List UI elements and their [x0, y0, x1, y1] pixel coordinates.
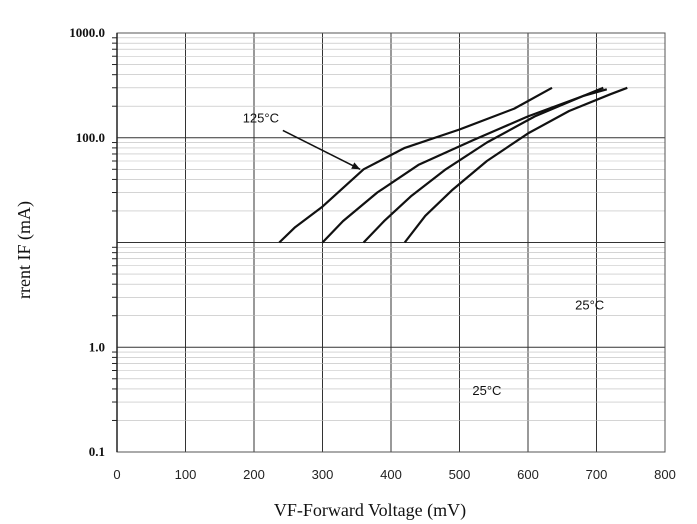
y-tick-label: 100.0: [76, 130, 105, 145]
x-tick-labels: 0 100 200 300 400 500 600 700 800: [113, 467, 675, 482]
series-lines: [278, 86, 628, 244]
y-tick-label: 0.1: [89, 444, 105, 459]
annotation-label: 25°C: [472, 383, 501, 398]
arrow-head: [351, 162, 361, 170]
annotations: 125°C 25°C 25°C: [243, 110, 604, 398]
x-tick-label: 100: [175, 467, 197, 482]
series-line-4: [403, 86, 628, 244]
x-tick-label: 500: [449, 467, 471, 482]
x-axis-title: VF-Forward Voltage (mV): [274, 500, 466, 521]
annotation-label: 125°C: [243, 110, 279, 125]
x-tick-label: 700: [586, 467, 608, 482]
x-tick-label: 400: [380, 467, 402, 482]
x-tick-label: 200: [243, 467, 265, 482]
series-line-3: [362, 88, 608, 244]
annotation-arrow: [282, 129, 361, 170]
series-line-2: [321, 86, 604, 244]
grid-lines: [112, 32, 666, 453]
x-tick-label: 600: [517, 467, 539, 482]
x-tick-label: 800: [654, 467, 676, 482]
y-tick-label: 1000.0: [69, 25, 105, 40]
x-tick-label: 0: [113, 467, 120, 482]
y-tick-label: 1.0: [89, 339, 105, 354]
annotation-label: 25°C: [575, 297, 604, 312]
y-tick-labels: 1000.0 100.0 1.0 0.1: [69, 25, 105, 459]
y-axis-title: rrent IF (mA): [14, 201, 35, 299]
series-line-1: [278, 86, 553, 244]
x-tick-label: 300: [312, 467, 334, 482]
